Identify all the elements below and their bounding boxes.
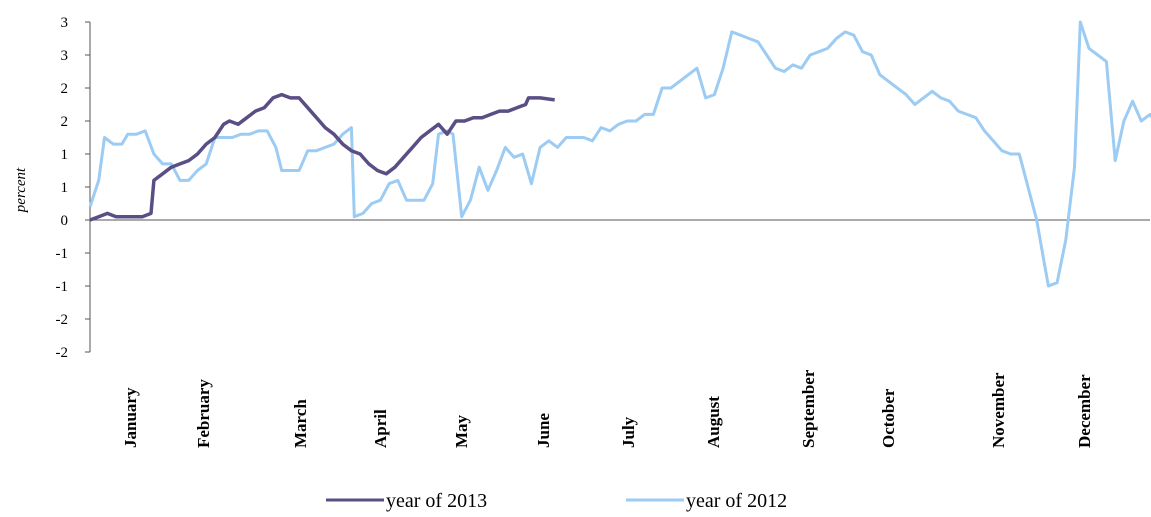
legend-label-1: year of 2012 bbox=[686, 490, 787, 512]
y-tick-label: -1 bbox=[56, 279, 69, 295]
legend-label-0: year of 2013 bbox=[386, 490, 487, 512]
x-axis-month-labels: January February March April May June July Augu… bbox=[121, 369, 1094, 448]
series-line-year-of-2013 bbox=[89, 92, 555, 222]
y-axis-ticks: 3 3 2 2 1 1 0 -1 -1 -2 -2 bbox=[56, 15, 90, 361]
series-line-year-of-2012 bbox=[88, 20, 1151, 288]
chart-axes bbox=[89, 22, 1150, 352]
y-tick-label: 3 bbox=[61, 48, 69, 64]
series-lines bbox=[88, 20, 1151, 288]
month-label-january: January bbox=[121, 387, 140, 448]
month-label-may: May bbox=[452, 414, 471, 448]
month-label-august: August bbox=[704, 396, 723, 448]
y-tick-label: 2 bbox=[61, 114, 69, 130]
month-label-october: October bbox=[879, 388, 898, 448]
month-label-july: July bbox=[619, 416, 638, 448]
month-label-november: November bbox=[989, 372, 1008, 448]
month-label-february: February bbox=[194, 379, 213, 448]
y-tick-label: 1 bbox=[61, 180, 69, 196]
y-tick-label: 2 bbox=[61, 81, 69, 97]
y-tick-label: 3 bbox=[61, 15, 69, 31]
y-tick-label: -1 bbox=[56, 246, 69, 262]
month-label-april: April bbox=[371, 409, 390, 448]
y-tick-label: -2 bbox=[56, 312, 69, 328]
y-tick-label: 1 bbox=[61, 147, 69, 163]
month-label-june: June bbox=[534, 413, 553, 448]
y-tick-label: -2 bbox=[56, 345, 69, 361]
month-label-march: March bbox=[291, 399, 310, 448]
month-label-december: December bbox=[1075, 374, 1094, 448]
y-axis-label: percent bbox=[13, 167, 29, 213]
y-tick-label: 0 bbox=[61, 213, 69, 229]
month-label-september: September bbox=[799, 369, 818, 448]
legend: year of 2013 year of 2012 bbox=[326, 490, 787, 512]
